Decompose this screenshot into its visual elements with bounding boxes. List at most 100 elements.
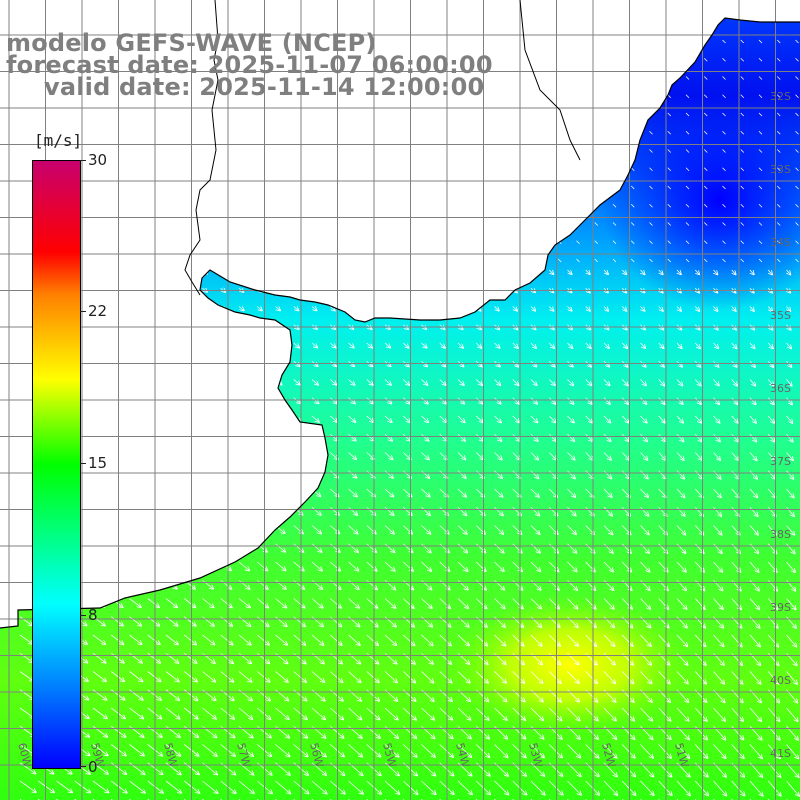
- wind-arrow: [311, 616, 323, 627]
- wind-arrow: [630, 57, 635, 62]
- wind-arrow: [512, 634, 524, 646]
- wind-arrow: [220, 342, 227, 348]
- wind-arrow: [530, 488, 539, 497]
- wind-arrow: [129, 470, 139, 478]
- wind-arrow: [494, 561, 505, 571]
- wind-arrow: [421, 488, 430, 497]
- wind-arrow: [694, 671, 706, 684]
- wind-arrow: [348, 452, 357, 460]
- wind-arrow: [439, 707, 453, 720]
- wind-arrow: [776, 258, 781, 263]
- wind-arrow: [184, 561, 194, 570]
- wind-arrow: [92, 270, 98, 274]
- lat-label: 33S: [770, 163, 791, 176]
- wind-arrow: [567, 707, 580, 721]
- wind-arrow: [475, 415, 483, 422]
- wind-arrow: [147, 598, 159, 608]
- wind-arrow: [713, 470, 721, 479]
- wind-arrow: [530, 634, 542, 646]
- wind-arrow: [202, 561, 213, 570]
- wind-arrow: [612, 222, 617, 226]
- wind-arrow: [311, 561, 322, 571]
- wind-arrow: [586, 269, 590, 274]
- wind-arrow: [722, 130, 726, 135]
- wind-arrow: [475, 616, 487, 627]
- wind-arrow: [557, 57, 562, 62]
- wind-arrow: [676, 470, 684, 479]
- wind-arrow: [795, 222, 799, 226]
- wind-arrow: [147, 433, 156, 440]
- wind-arrow: [494, 470, 503, 479]
- wind-arrow: [348, 342, 354, 348]
- wind-arrow: [530, 433, 538, 441]
- wind-arrow: [348, 397, 356, 404]
- wind-arrow: [256, 561, 267, 571]
- wind-arrow: [92, 652, 106, 663]
- wind-arrow: [585, 433, 593, 441]
- wind-arrow: [594, 258, 599, 263]
- wind-arrow: [220, 270, 226, 274]
- wind-arrow: [457, 634, 469, 646]
- wind-arrow: [722, 258, 726, 263]
- wind-arrow: [621, 780, 635, 795]
- wind-arrow: [256, 307, 262, 311]
- wind-arrow: [740, 203, 745, 208]
- wind-arrow: [147, 616, 160, 626]
- wind-arrow: [184, 634, 196, 645]
- wind-arrow: [202, 634, 215, 645]
- wind-arrow: [594, 130, 599, 135]
- wind-arrow: [275, 307, 281, 311]
- wind-arrow: [384, 525, 394, 534]
- wind-arrow: [275, 671, 289, 683]
- wind-arrow: [740, 167, 745, 172]
- wind-arrow: [530, 525, 540, 535]
- wind-arrow: [621, 342, 627, 348]
- wind-arrow: [594, 112, 599, 117]
- wind-arrow: [758, 39, 763, 44]
- wind-arrow: [147, 506, 157, 514]
- wind-arrow: [732, 306, 736, 312]
- wind-arrow: [621, 306, 626, 312]
- wind-arrow: [238, 543, 249, 552]
- wind-arrow: [421, 543, 431, 553]
- wind-arrow: [129, 744, 145, 756]
- wind-arrow: [676, 579, 686, 590]
- wind-arrow: [165, 342, 172, 347]
- wind-arrow: [494, 707, 508, 720]
- wind-arrow: [275, 598, 287, 608]
- wind-arrow: [567, 488, 576, 497]
- wind-arrow: [421, 634, 433, 646]
- wind-arrow: [147, 579, 159, 588]
- wind-arrow: [539, 57, 544, 62]
- lat-label: 40S: [770, 674, 791, 687]
- wind-arrow: [749, 707, 761, 721]
- wind-arrow: [329, 598, 341, 609]
- wind-arrow: [530, 379, 537, 386]
- wind-arrow: [311, 397, 319, 404]
- wind-arrow: [457, 397, 464, 404]
- wind-arrow: [366, 598, 378, 609]
- wind-arrow: [512, 342, 518, 348]
- wind-arrow: [539, 112, 544, 117]
- wind-arrow: [767, 452, 775, 461]
- wind-arrow: [275, 744, 290, 757]
- wind-arrow: [749, 598, 759, 610]
- wind-arrow: [275, 780, 291, 794]
- wind-arrow: [475, 379, 482, 386]
- wind-arrow: [129, 379, 137, 385]
- wind-arrow: [640, 598, 651, 610]
- wind-arrow: [530, 707, 543, 720]
- wind-arrow: [786, 543, 795, 554]
- wind-arrow: [147, 689, 161, 700]
- wind-arrow: [439, 561, 450, 571]
- wind-arrow: [694, 342, 700, 348]
- colorbar-tick-30: 30: [88, 151, 108, 169]
- wind-arrow: [384, 707, 398, 720]
- wind-arrow: [92, 707, 107, 718]
- wind-arrow: [366, 397, 374, 404]
- wind-arrow: [567, 634, 579, 646]
- wind-arrow: [512, 415, 520, 423]
- wind-arrow: [740, 39, 745, 44]
- wind-arrow: [612, 240, 617, 245]
- wind-arrow: [238, 525, 249, 534]
